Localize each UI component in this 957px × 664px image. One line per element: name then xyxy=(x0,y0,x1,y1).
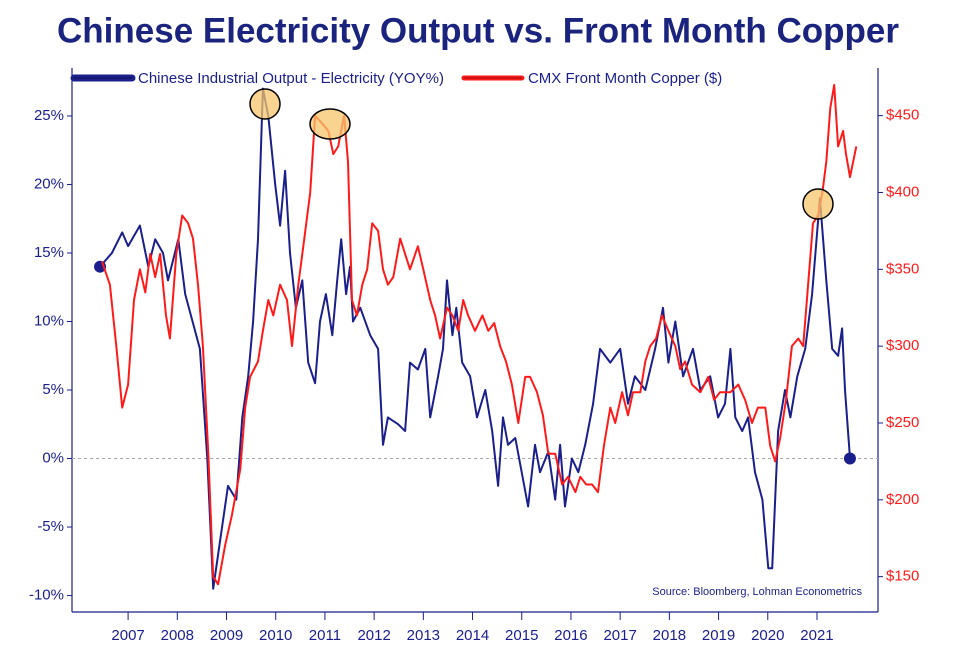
x-tick-label: 2014 xyxy=(456,627,489,644)
x-tick-label: 2009 xyxy=(210,627,243,644)
series-line xyxy=(101,83,858,586)
x-tick-label: 2011 xyxy=(309,627,341,644)
endpoint-marker xyxy=(843,452,856,465)
legend-label: Chinese Industrial Output - Electricity … xyxy=(138,70,444,87)
source-note: Source: Bloomberg, Lohman Econometrics xyxy=(652,586,862,598)
series-line xyxy=(99,87,851,590)
x-tick-label: 2021 xyxy=(800,627,833,644)
highlight-circle xyxy=(249,88,281,120)
x-tick-label: 2016 xyxy=(554,627,587,644)
highlights xyxy=(249,88,834,220)
y-tick-label: 0% xyxy=(42,449,64,466)
y2-tick-label: $300 xyxy=(886,337,919,354)
x-tick-label: 2020 xyxy=(751,627,784,644)
x-tick-label: 2015 xyxy=(505,627,538,644)
y-tick-label: 10% xyxy=(34,312,64,329)
y2-tick-label: $350 xyxy=(886,260,919,277)
highlight-circle xyxy=(309,108,351,140)
y-tick-label: 25% xyxy=(34,107,64,124)
legend-label: CMX Front Month Copper ($) xyxy=(528,70,722,87)
y-tick-label: 5% xyxy=(42,381,64,398)
x-tick-label: 2017 xyxy=(603,627,636,644)
y2-tick-label: $250 xyxy=(886,414,919,431)
y-tick-label: 15% xyxy=(34,244,64,261)
y2-tick-label: $450 xyxy=(886,107,919,124)
x-tick-label: 2012 xyxy=(357,627,390,644)
y2-tick-label: $400 xyxy=(886,183,919,200)
y2-tick-label: $200 xyxy=(886,491,919,508)
highlight-circle xyxy=(802,188,834,220)
x-tick-label: 2007 xyxy=(111,627,144,644)
y-tick-label: -5% xyxy=(37,518,64,535)
x-tick-label: 2010 xyxy=(259,627,292,644)
x-tick-label: 2018 xyxy=(653,627,686,644)
chart-title: Chinese Electricity Output vs. Front Mon… xyxy=(57,11,899,50)
y-tick-label: 20% xyxy=(34,175,64,192)
x-tick-label: 2013 xyxy=(407,627,440,644)
y-tick-label: -10% xyxy=(29,587,64,604)
x-tick-label: 2019 xyxy=(702,627,735,644)
plot-area: -10% -5% 0% 5% 10% 15% 20% 25% $150 $200 $250 $300 $… xyxy=(29,68,919,644)
x-tick-label: 2008 xyxy=(161,627,194,644)
y2-tick-label: $150 xyxy=(886,568,919,585)
